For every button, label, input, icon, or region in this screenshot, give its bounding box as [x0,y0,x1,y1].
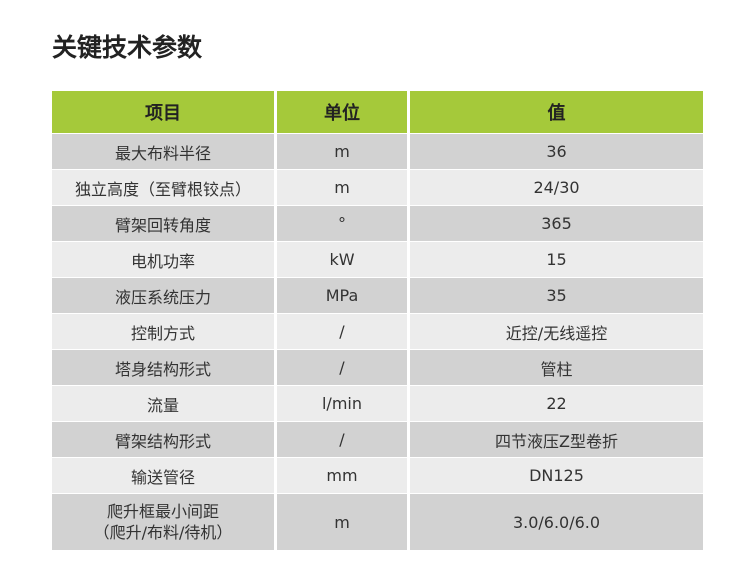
table-row: 臂架结构形式 / 四节液压Z型卷折 [52,422,703,457]
param-value: 15 [410,242,703,277]
table-row: 爬升框最小间距 （爬升/布料/待机） m 3.0/6.0/6.0 [52,494,703,550]
param-value: 36 [410,134,703,169]
table-row: 控制方式 / 近控/无线遥控 [52,314,703,349]
param-unit: m [277,170,407,205]
param-unit: m [277,494,407,550]
param-unit: / [277,422,407,457]
param-value: 3.0/6.0/6.0 [410,494,703,550]
param-name: 最大布料半径 [52,134,274,169]
param-name: 爬升框最小间距 （爬升/布料/待机） [52,494,274,550]
param-value: 管柱 [410,350,703,385]
table-row: 塔身结构形式 / 管柱 [52,350,703,385]
param-value: 22 [410,386,703,421]
param-value: 24/30 [410,170,703,205]
param-name: 电机功率 [52,242,274,277]
header-value: 值 [410,91,703,133]
param-name: 输送管径 [52,458,274,493]
param-value: DN125 [410,458,703,493]
table-row: 流量 l/min 22 [52,386,703,421]
param-unit: / [277,314,407,349]
param-name: 臂架回转角度 [52,206,274,241]
page-title: 关键技术参数 [52,33,203,62]
param-name: 独立高度（至臂根铰点） [52,170,274,205]
param-unit: kW [277,242,407,277]
param-name: 塔身结构形式 [52,350,274,385]
param-name: 臂架结构形式 [52,422,274,457]
param-name: 流量 [52,386,274,421]
table-row: 电机功率 kW 15 [52,242,703,277]
spec-table: 项目 单位 值 最大布料半径 m 36 独立高度（至臂根铰点） m 24/30 臂架回转角度… [49,90,706,551]
param-unit: l/min [277,386,407,421]
param-unit: mm [277,458,407,493]
header-unit: 单位 [277,91,407,133]
table-row: 输送管径 mm DN125 [52,458,703,493]
param-value: 四节液压Z型卷折 [410,422,703,457]
param-name: 控制方式 [52,314,274,349]
table-row: 独立高度（至臂根铰点） m 24/30 [52,170,703,205]
table-row: 最大布料半径 m 36 [52,134,703,169]
param-value: 365 [410,206,703,241]
param-value: 35 [410,278,703,313]
param-unit: m [277,134,407,169]
table-row: 液压系统压力 MPa 35 [52,278,703,313]
param-value: 近控/无线遥控 [410,314,703,349]
param-unit: ° [277,206,407,241]
param-name: 液压系统压力 [52,278,274,313]
header-item: 项目 [52,91,274,133]
param-unit: / [277,350,407,385]
table-header: 项目 单位 值 [52,91,703,133]
table-row: 臂架回转角度 ° 365 [52,206,703,241]
param-unit: MPa [277,278,407,313]
